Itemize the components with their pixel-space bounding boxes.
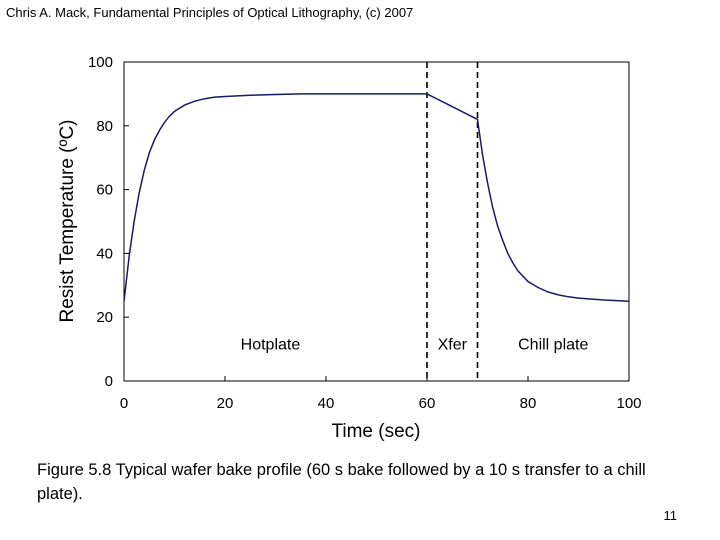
y-tick-label: 100 (88, 54, 113, 71)
x-axis-ticks: 0 20 40 60 80 100 (120, 376, 642, 412)
x-tick-label: 20 (217, 395, 234, 412)
region-label: Hotplate (241, 336, 301, 353)
figure-caption: Figure 5.8 Typical wafer bake profile (6… (37, 461, 646, 503)
region-labels: Hotplate Xfer Chill plate (241, 336, 589, 353)
x-tick-label: 80 (520, 395, 537, 412)
y-tick-label: 60 (96, 182, 113, 199)
transition-lines (426, 62, 479, 381)
x-axis-label: Time (sec) (331, 421, 420, 442)
bake-profile-chart: 0 20 40 60 80 100 0 20 40 60 80 100 Hotplate Xfer Ch… (57, 54, 642, 442)
plot-frame (123, 61, 630, 382)
y-tick-label: 40 (96, 245, 113, 262)
y-tick-label: 80 (96, 118, 113, 135)
header-citation: Chris A. Mack, Fundamental Principles of… (6, 5, 414, 20)
y-axis-label: Resist Temperature (ºC) (57, 120, 78, 323)
x-tick-label: 40 (318, 395, 335, 412)
y-tick-label: 0 (105, 373, 113, 390)
region-label: Chill plate (518, 336, 588, 353)
region-label: Xfer (438, 336, 468, 353)
page-number: 11 (663, 508, 678, 523)
x-tick-label: 100 (616, 395, 641, 412)
y-axis-ticks: 0 20 40 60 80 100 (88, 54, 129, 390)
series-line-resist-temperature (123, 93, 630, 303)
x-tick-label: 60 (419, 395, 436, 412)
x-tick-label: 0 (120, 395, 128, 412)
y-tick-label: 20 (96, 309, 113, 326)
